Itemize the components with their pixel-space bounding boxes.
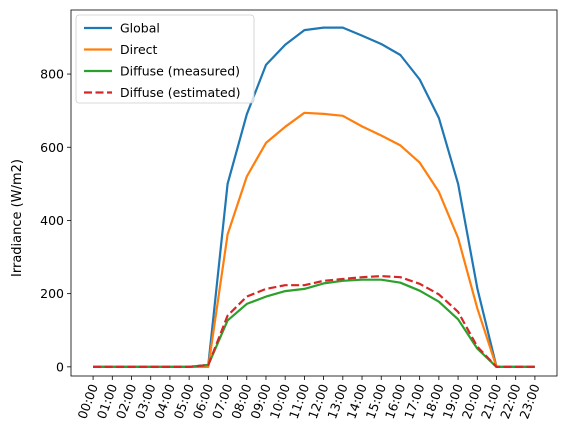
y-tick-label: 0	[56, 359, 64, 374]
y-tick-label: 800	[40, 67, 64, 82]
y-tick-label: 600	[40, 140, 64, 155]
plot-frame	[70, 9, 558, 377]
y-axis: 0 200 400 600 800	[40, 67, 71, 374]
y-tick-label: 200	[40, 286, 64, 301]
x-axis: 00:0001:0002:0003:0004:0005:0006:0007:00…	[74, 376, 543, 421]
plot-area	[70, 9, 558, 377]
legend-label: Diffuse (measured)	[120, 64, 240, 79]
series-line-diffuse-measured	[93, 278, 535, 368]
y-axis-label: Irradiance (W/m2)	[10, 159, 25, 277]
y-tick-label: 400	[40, 213, 64, 228]
legend-label: Diffuse (estimated)	[120, 85, 241, 100]
legend-label: Direct	[120, 42, 158, 57]
series-line-diffuse-estimated	[93, 275, 535, 368]
series-layer	[93, 26, 535, 368]
legend-label: Global	[120, 21, 160, 36]
legend: Global Direct Diffuse (measured) Diffuse (e…	[75, 14, 255, 104]
legend-box	[75, 14, 255, 104]
